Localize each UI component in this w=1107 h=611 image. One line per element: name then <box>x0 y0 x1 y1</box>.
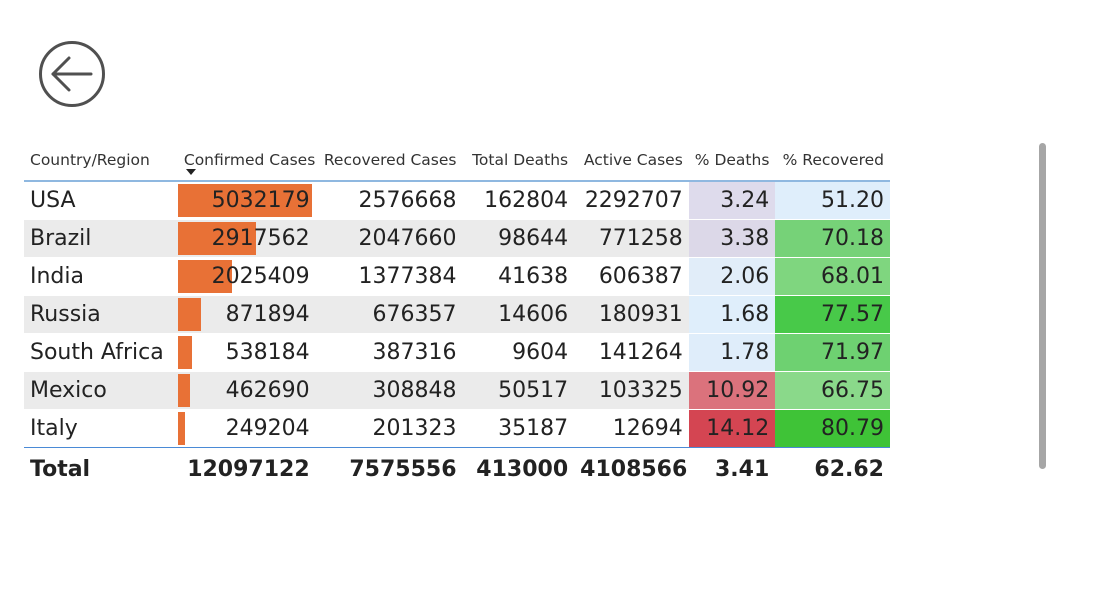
cell-deaths: 98644 <box>462 219 575 258</box>
column-header-pct-recovered[interactable]: % Recovered <box>782 151 884 169</box>
cell-confirmed: 249204 <box>177 409 316 448</box>
column-header-active[interactable]: Active Cases <box>583 151 683 169</box>
cell-pct-recovered: 66.75 <box>775 371 890 410</box>
cell-recovered: 676357 <box>315 295 463 334</box>
cell-country: Italy <box>24 409 178 448</box>
cell-country: Mexico <box>24 371 178 410</box>
total-pct-recovered: 62.62 <box>814 456 884 482</box>
column-header-confirmed[interactable]: Confirmed Cases <box>178 140 316 181</box>
cell-deaths: 162804 <box>462 181 575 220</box>
column-header-pct-deaths[interactable]: % Deaths <box>694 151 770 169</box>
table-row[interactable]: Italy 249204 201323 35187 12694 14.12 80.79 <box>24 409 890 448</box>
cell-confirmed: 462690 <box>177 371 316 410</box>
cell-pct-recovered: 68.01 <box>775 257 890 296</box>
cell-pct-deaths: 3.24 <box>688 181 776 220</box>
cell-confirmed: 538184 <box>177 333 316 372</box>
confirmed-data-bar <box>177 374 190 407</box>
column-header-deaths[interactable]: Total Deaths <box>472 151 569 169</box>
cell-country: South Africa <box>24 333 178 372</box>
cell-recovered: 308848 <box>315 371 463 410</box>
cell-confirmed-value: 871894 <box>225 302 310 327</box>
total-pct-deaths: 3.41 <box>715 456 770 482</box>
cell-country: USA <box>24 181 178 220</box>
cell-country: Russia <box>24 295 178 334</box>
cell-confirmed: 2025409 <box>177 257 316 296</box>
cell-deaths: 35187 <box>462 409 575 448</box>
table-row[interactable]: South Africa 538184 387316 9604 141264 1.78 71… <box>24 333 890 372</box>
total-active: 4108566 <box>580 456 688 482</box>
confirmed-data-bar <box>177 298 201 331</box>
total-recovered: 7575556 <box>349 456 457 482</box>
header-row: Country/Region Confirmed Cases Recovered… <box>24 140 890 181</box>
cell-pct-deaths: 14.12 <box>688 409 776 448</box>
cell-recovered: 1377384 <box>315 257 463 296</box>
cell-pct-deaths: 3.38 <box>688 219 776 258</box>
column-header-country[interactable]: Country/Region <box>30 151 150 169</box>
cell-pct-recovered: 77.57 <box>775 295 890 334</box>
cell-country: India <box>24 257 178 296</box>
cell-pct-deaths: 1.68 <box>688 295 776 334</box>
column-header-recovered[interactable]: Recovered Cases <box>323 151 457 169</box>
cell-active: 2292707 <box>574 181 689 220</box>
cell-confirmed: 2917562 <box>177 219 316 258</box>
confirmed-data-bar <box>177 412 185 445</box>
confirmed-data-bar <box>177 184 312 217</box>
cell-active: 606387 <box>574 257 689 296</box>
cell-pct-recovered: 51.20 <box>775 181 890 220</box>
cell-pct-recovered: 71.97 <box>775 333 890 372</box>
cell-confirmed: 5032179 <box>177 181 316 220</box>
cell-active: 180931 <box>574 295 689 334</box>
cell-pct-deaths: 10.92 <box>688 371 776 410</box>
cell-active: 12694 <box>574 409 689 448</box>
vertical-scrollbar[interactable] <box>1039 143 1046 469</box>
cell-country: Brazil <box>24 219 178 258</box>
cell-active: 103325 <box>574 371 689 410</box>
cell-pct-deaths: 2.06 <box>688 257 776 296</box>
total-confirmed: 12097122 <box>187 456 310 482</box>
confirmed-data-bar <box>177 222 256 255</box>
cell-confirmed-value: 538184 <box>225 340 310 365</box>
cell-confirmed-value: 249204 <box>225 416 310 441</box>
cell-confirmed-value: 2917562 <box>211 226 310 251</box>
cell-deaths: 14606 <box>462 295 575 334</box>
total-row: Total 12097122 7575556 413000 4108566 3.… <box>24 448 890 491</box>
sort-descending-icon <box>185 169 196 175</box>
cell-recovered: 387316 <box>315 333 463 372</box>
cell-active: 141264 <box>574 333 689 372</box>
table-row[interactable]: USA 5032179 2576668 162804 2292707 3.24 51.20 <box>24 181 890 220</box>
cell-deaths: 9604 <box>462 333 575 372</box>
cell-recovered: 201323 <box>315 409 463 448</box>
cell-confirmed-value: 5032179 <box>211 188 310 213</box>
cell-deaths: 41638 <box>462 257 575 296</box>
total-label: Total <box>30 456 91 482</box>
cell-pct-deaths: 1.78 <box>688 333 776 372</box>
table-row[interactable]: Russia 871894 676357 14606 180931 1.68 77.57 <box>24 295 890 334</box>
covid-matrix-table: Country/Region Confirmed Cases Recovered… <box>24 140 890 490</box>
cell-confirmed: 871894 <box>177 295 316 334</box>
table-row[interactable]: Mexico 462690 308848 50517 103325 10.92 66.75 <box>24 371 890 410</box>
cell-recovered: 2047660 <box>315 219 463 258</box>
column-header-confirmed-label: Confirmed Cases <box>183 151 316 169</box>
cell-active: 771258 <box>574 219 689 258</box>
confirmed-data-bar <box>177 260 232 293</box>
table-row[interactable]: India 2025409 1377384 41638 606387 2.06 68.01 <box>24 257 890 296</box>
back-button[interactable] <box>38 40 106 108</box>
cell-pct-recovered: 80.79 <box>775 409 890 448</box>
total-deaths: 413000 <box>476 456 569 482</box>
cell-confirmed-value: 2025409 <box>211 264 310 289</box>
cell-confirmed-value: 462690 <box>225 378 310 403</box>
confirmed-data-bar <box>177 336 192 369</box>
arrow-left-circle-icon <box>39 41 105 107</box>
table-row[interactable]: Brazil 2917562 2047660 98644 771258 3.38 70.18 <box>24 219 890 258</box>
cell-pct-recovered: 70.18 <box>775 219 890 258</box>
cell-recovered: 2576668 <box>315 181 463 220</box>
cell-deaths: 50517 <box>462 371 575 410</box>
